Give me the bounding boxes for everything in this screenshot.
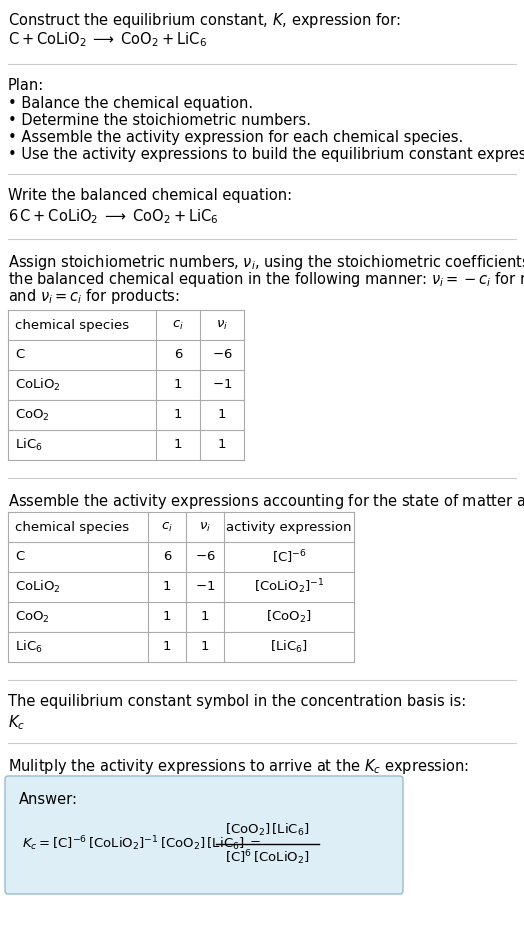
Text: 1: 1 [174, 409, 182, 421]
Text: $\mathrm{LiC_6}$: $\mathrm{LiC_6}$ [15, 639, 42, 655]
Text: 1: 1 [163, 611, 171, 624]
Text: $\nu_i$: $\nu_i$ [216, 319, 228, 332]
Text: 1: 1 [163, 580, 171, 593]
Text: $-6$: $-6$ [195, 551, 215, 564]
Text: $c_i$: $c_i$ [172, 319, 184, 332]
Text: activity expression: activity expression [226, 520, 352, 534]
Text: 6: 6 [163, 551, 171, 564]
Text: • Balance the chemical equation.: • Balance the chemical equation. [8, 96, 253, 111]
Text: $[\mathrm{CoO_2}]\,[\mathrm{LiC_6}]$: $[\mathrm{CoO_2}]\,[\mathrm{LiC_6}]$ [225, 822, 310, 838]
Text: Construct the equilibrium constant, $K$, expression for:: Construct the equilibrium constant, $K$,… [8, 11, 401, 30]
Text: • Assemble the activity expression for each chemical species.: • Assemble the activity expression for e… [8, 130, 463, 145]
Text: $\mathrm{CoLiO_2}$: $\mathrm{CoLiO_2}$ [15, 579, 61, 595]
Text: 1: 1 [201, 611, 209, 624]
Text: $-6$: $-6$ [212, 348, 232, 361]
Text: 6: 6 [174, 348, 182, 361]
Text: $\mathrm{CoLiO_2}$: $\mathrm{CoLiO_2}$ [15, 377, 61, 393]
Text: $[\mathrm{C}]^{-6}$: $[\mathrm{C}]^{-6}$ [271, 548, 307, 566]
Text: $\nu_i$: $\nu_i$ [199, 520, 211, 534]
Text: Plan:: Plan: [8, 78, 44, 93]
Text: • Use the activity expressions to build the equilibrium constant expression.: • Use the activity expressions to build … [8, 147, 524, 162]
Text: $K_c = [\mathrm{C}]^{-6}\,[\mathrm{CoLiO_2}]^{-1}\,[\mathrm{CoO_2}]\,[\mathrm{Li: $K_c = [\mathrm{C}]^{-6}\,[\mathrm{CoLiO… [22, 835, 261, 853]
Text: chemical species: chemical species [15, 319, 129, 332]
FancyBboxPatch shape [5, 776, 403, 894]
Text: C: C [15, 348, 24, 361]
Text: 1: 1 [201, 641, 209, 653]
Text: $\mathrm{6\,C + CoLiO_2 \;\longrightarrow\; CoO_2 + LiC_6}$: $\mathrm{6\,C + CoLiO_2 \;\longrightarro… [8, 207, 219, 225]
Text: $-1$: $-1$ [195, 580, 215, 593]
Text: $K_c$: $K_c$ [8, 713, 25, 731]
Text: 1: 1 [163, 641, 171, 653]
Text: $[\mathrm{CoO_2}]$: $[\mathrm{CoO_2}]$ [266, 609, 312, 625]
Text: 1: 1 [218, 409, 226, 421]
Text: $[\mathrm{LiC_6}]$: $[\mathrm{LiC_6}]$ [270, 639, 308, 655]
Text: $\mathrm{LiC_6}$: $\mathrm{LiC_6}$ [15, 437, 42, 453]
Text: $-1$: $-1$ [212, 378, 232, 392]
Text: Assign stoichiometric numbers, $\nu_i$, using the stoichiometric coefficients, $: Assign stoichiometric numbers, $\nu_i$, … [8, 253, 524, 272]
Text: The equilibrium constant symbol in the concentration basis is:: The equilibrium constant symbol in the c… [8, 694, 466, 709]
Text: and $\nu_i = c_i$ for products:: and $\nu_i = c_i$ for products: [8, 287, 180, 306]
Text: Assemble the activity expressions accounting for the state of matter and $\nu_i$: Assemble the activity expressions accoun… [8, 492, 524, 511]
Text: 1: 1 [218, 438, 226, 452]
Text: $\mathrm{CoO_2}$: $\mathrm{CoO_2}$ [15, 610, 50, 625]
Text: 1: 1 [174, 378, 182, 392]
Text: C: C [15, 551, 24, 564]
Text: Answer:: Answer: [19, 792, 78, 807]
Text: chemical species: chemical species [15, 520, 129, 534]
Text: $[\mathrm{C}]^6\,[\mathrm{CoLiO_2}]$: $[\mathrm{C}]^6\,[\mathrm{CoLiO_2}]$ [225, 848, 310, 867]
Text: $c_i$: $c_i$ [161, 520, 173, 534]
Text: $\mathrm{CoO_2}$: $\mathrm{CoO_2}$ [15, 407, 50, 422]
Text: Mulitply the activity expressions to arrive at the $K_c$ expression:: Mulitply the activity expressions to arr… [8, 757, 469, 776]
Text: Write the balanced chemical equation:: Write the balanced chemical equation: [8, 188, 292, 203]
Text: $[\mathrm{CoLiO_2}]^{-1}$: $[\mathrm{CoLiO_2}]^{-1}$ [254, 577, 324, 596]
Text: • Determine the stoichiometric numbers.: • Determine the stoichiometric numbers. [8, 113, 311, 128]
Text: $\mathrm{C + CoLiO_2 \;\longrightarrow\; CoO_2 + LiC_6}$: $\mathrm{C + CoLiO_2 \;\longrightarrow\;… [8, 30, 207, 49]
Text: the balanced chemical equation in the following manner: $\nu_i = -c_i$ for react: the balanced chemical equation in the fo… [8, 270, 524, 289]
Text: 1: 1 [174, 438, 182, 452]
